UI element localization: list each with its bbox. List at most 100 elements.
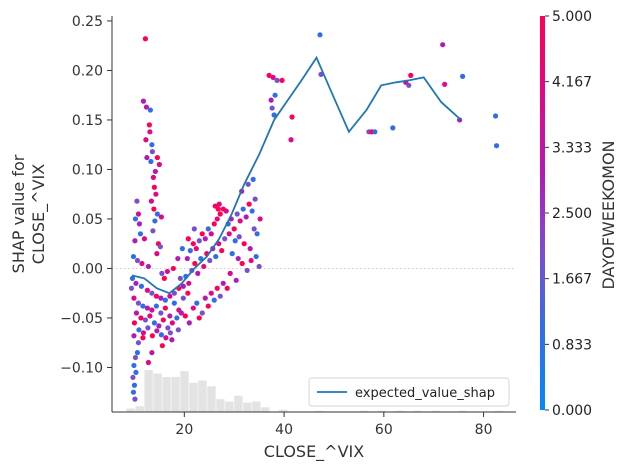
data-point — [158, 310, 164, 316]
histogram-bar — [377, 410, 387, 412]
data-point — [143, 104, 150, 110]
y-axis-title-line-2: CLOSE_^VIX — [29, 164, 49, 264]
histogram-bar — [234, 395, 243, 412]
histogram-bar — [314, 410, 324, 412]
data-point — [208, 231, 214, 237]
data-point — [254, 231, 260, 237]
data-point — [163, 335, 169, 341]
data-point — [288, 137, 294, 143]
data-point — [152, 218, 158, 224]
data-point — [195, 270, 201, 276]
data-point — [132, 216, 139, 222]
data-point — [138, 315, 144, 321]
data-point — [156, 161, 162, 168]
data-point — [134, 257, 141, 264]
data-point — [148, 198, 155, 204]
data-point — [133, 310, 140, 316]
data-point — [227, 270, 233, 276]
data-point — [130, 389, 137, 395]
histogram-bar — [458, 410, 468, 412]
data-point — [251, 226, 257, 232]
data-point — [141, 236, 148, 242]
histogram-bar — [126, 408, 135, 412]
data-point — [129, 275, 136, 281]
x-tick-label: 20 — [175, 422, 193, 438]
histogram-layer — [126, 370, 503, 412]
colorbar-gradient — [540, 16, 545, 410]
histogram-bar — [413, 410, 423, 412]
colorbar: 0.000 0.833 1.667 2.500 3.333 4.167 5.000 DAYO… — [540, 9, 618, 419]
data-point — [194, 300, 200, 306]
data-point — [191, 226, 197, 232]
data-point — [158, 332, 164, 338]
data-point — [213, 253, 219, 260]
legend: expected_value_shap — [308, 377, 510, 407]
data-point — [133, 369, 139, 375]
data-point — [182, 313, 188, 319]
data-point — [245, 181, 251, 187]
data-point — [271, 112, 277, 118]
data-point — [185, 236, 191, 242]
data-point — [187, 248, 193, 254]
y-tick-label: −0.05 — [60, 311, 103, 327]
y-tick-label: 0.15 — [72, 113, 103, 129]
data-point — [134, 198, 140, 204]
data-point — [250, 176, 256, 182]
data-point — [151, 184, 157, 190]
data-point — [217, 211, 223, 217]
data-point — [192, 260, 198, 267]
data-point — [167, 313, 173, 319]
histogram-bar — [162, 377, 171, 412]
data-point — [151, 206, 157, 212]
data-point — [202, 236, 208, 242]
data-point — [146, 122, 153, 128]
data-point — [217, 293, 223, 299]
colorbar-tick-label: 4.167 — [552, 75, 592, 91]
histogram-bar — [216, 399, 225, 412]
histogram-bar — [153, 373, 162, 412]
data-point — [279, 77, 285, 83]
data-point — [224, 285, 230, 291]
data-point — [138, 283, 145, 289]
data-point — [266, 72, 272, 78]
y-tick-label: 0.20 — [72, 63, 103, 79]
histogram-bar — [494, 410, 503, 412]
data-point — [147, 107, 154, 113]
y-axis-title: SHAP value for CLOSE_^VIX — [9, 154, 49, 273]
data-point — [157, 244, 163, 250]
data-point — [274, 77, 280, 83]
data-point — [196, 238, 202, 244]
data-point — [178, 310, 184, 316]
histogram-bar — [171, 377, 180, 412]
histogram-bar — [395, 410, 405, 412]
expected-value-line — [131, 55, 462, 295]
data-point — [136, 221, 143, 227]
y-tick-label: 0.05 — [72, 212, 103, 228]
x-axis-title: CLOSE_^VIX — [264, 442, 364, 462]
data-point — [171, 300, 177, 306]
data-point — [171, 290, 177, 296]
data-point — [142, 36, 149, 42]
data-point — [149, 350, 155, 356]
colorbar-tick-label: 5.000 — [552, 9, 592, 25]
data-point — [289, 114, 295, 120]
data-point — [186, 280, 192, 286]
data-point — [236, 234, 242, 240]
data-point — [272, 92, 278, 98]
data-point — [154, 251, 160, 257]
data-point — [144, 287, 151, 293]
data-point — [134, 350, 141, 356]
data-point — [219, 248, 225, 254]
y-axis-ticks: −0.10 −0.05 0.00 0.05 0.10 0.15 0.20 0.25 — [60, 14, 112, 376]
data-point — [214, 216, 220, 222]
x-tick-label: 40 — [275, 422, 293, 438]
data-point — [132, 396, 138, 402]
data-point — [442, 81, 448, 87]
scatter-points — [128, 32, 500, 402]
data-point — [149, 307, 155, 313]
data-point — [128, 285, 135, 291]
data-point — [408, 72, 414, 78]
data-point — [139, 260, 145, 267]
data-point — [153, 293, 159, 299]
